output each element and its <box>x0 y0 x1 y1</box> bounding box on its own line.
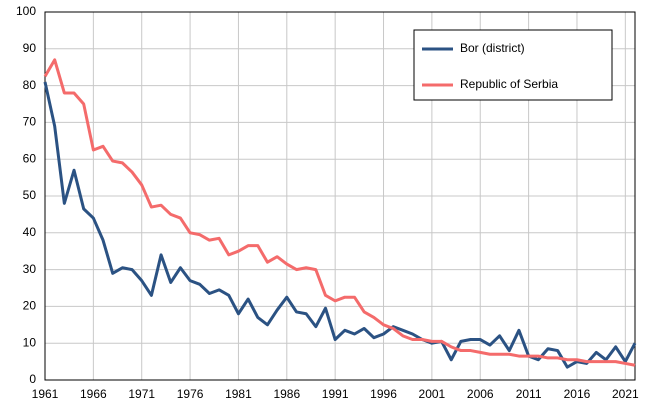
plot-frame <box>44 11 636 381</box>
y-tick-label: 60 <box>23 151 37 165</box>
x-tick-label: 1971 <box>128 387 155 401</box>
x-tick-label: 2016 <box>564 387 591 401</box>
legend: Bor (district) Republic of Serbia <box>413 29 613 101</box>
y-tick-label: 0 <box>29 372 36 386</box>
y-tick-label: 10 <box>23 335 37 349</box>
x-tick-label: 2006 <box>467 387 494 401</box>
x-tick-label: 1996 <box>370 387 397 401</box>
y-tick-label: 80 <box>23 78 37 92</box>
series-line <box>43 81 637 369</box>
legend-label: Bor (district) <box>460 41 525 55</box>
legend-box <box>413 29 613 101</box>
x-tick-label: 2021 <box>612 387 639 401</box>
x-tick-label: 1981 <box>225 387 252 401</box>
x-tick-label: 2011 <box>516 387 542 401</box>
x-tick-label: 1966 <box>80 387 107 401</box>
legend-label: Republic of Serbia <box>460 77 558 91</box>
x-tick-label: 1986 <box>273 387 300 401</box>
y-tick-label: 90 <box>23 41 37 55</box>
y-tick-label: 70 <box>23 115 37 129</box>
y-tick-label: 30 <box>23 262 37 276</box>
x-tick-label: 1976 <box>177 387 204 401</box>
y-tick-label: 100 <box>16 4 36 18</box>
x-tick-label: 1961 <box>32 387 59 401</box>
series-line <box>43 58 636 367</box>
y-tick-label: 50 <box>23 188 37 202</box>
y-tick-label: 20 <box>23 299 37 313</box>
x-tick-label: 1991 <box>322 387 349 401</box>
y-tick-label: 40 <box>23 225 37 239</box>
x-tick-label: 2001 <box>419 387 446 401</box>
